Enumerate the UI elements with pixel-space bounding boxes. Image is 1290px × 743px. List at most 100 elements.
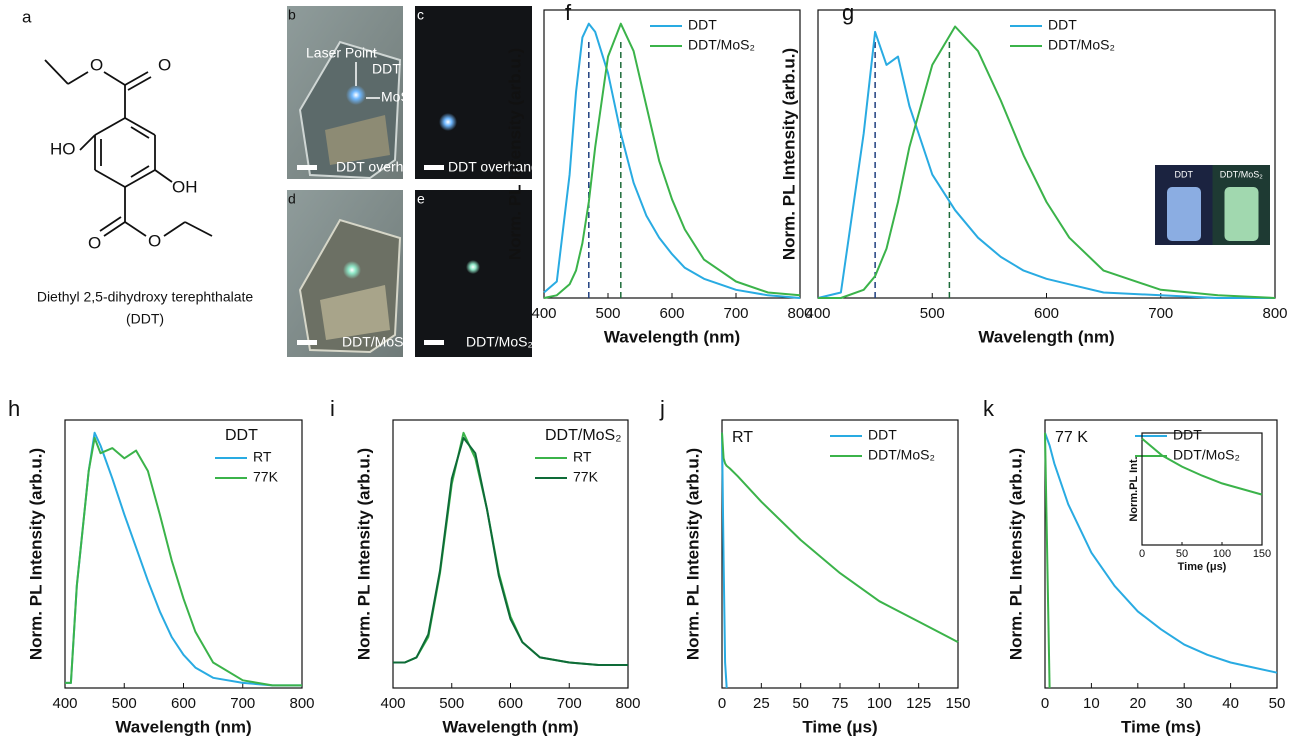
x-tick-label: 150 [1253, 548, 1271, 560]
x-tick-label: 50 [1269, 695, 1286, 712]
data-line [817, 30, 1275, 299]
x-tick-label: 75 [832, 695, 849, 712]
x-tick-label: 700 [557, 695, 582, 712]
atom-label: O [88, 233, 101, 252]
legend-title: DDT/MoS₂ [545, 427, 621, 444]
x-tick-label: 10 [1083, 695, 1100, 712]
x-axis-label: Wavelength (nm) [115, 717, 251, 736]
legend-label: RT [253, 449, 272, 465]
legend-label: 77K [253, 469, 279, 485]
caption: Diethyl 2,5-dihydroxy terephthalate [37, 289, 254, 305]
x-tick-label: 400 [380, 695, 405, 712]
data-line [818, 25, 1276, 299]
x-axis-label: Wavelength (nm) [442, 717, 578, 736]
x-tick-label: 400 [805, 305, 830, 322]
x-tick-label: 700 [723, 305, 748, 322]
x-axis-label: Wavelength (nm) [604, 327, 740, 346]
x-tick-label: 800 [1262, 305, 1287, 322]
x-axis-label: Time (μs) [802, 717, 877, 736]
inset-photo-label: DDT [1175, 169, 1194, 179]
x-tick-label: 700 [230, 695, 255, 712]
photo-label: DDT/MoS₂ [466, 334, 533, 350]
x-tick-label: 100 [1213, 548, 1231, 560]
panel-label: g [842, 0, 854, 25]
data-line [543, 22, 801, 299]
panel-label: k [983, 396, 995, 421]
x-tick-label: 500 [920, 305, 945, 322]
photo-b: b Laser Point DDT MoS₂ DDT overhang [287, 6, 427, 180]
panel-label: f [565, 0, 572, 25]
x-tick-label: 400 [531, 305, 556, 322]
molecule: a O O HO OH O O Diethyl 2,5-dihydroxy te… [22, 7, 253, 326]
inset-photo-label: DDT/MoS₂ [1220, 169, 1264, 179]
legend-label: DDT/MoS₂ [1173, 447, 1240, 463]
inset-line [1141, 437, 1263, 496]
y-axis-label: Norm. PL Intensity (arb.u.) [683, 448, 702, 660]
x-tick-label: 0 [718, 695, 726, 712]
panel-label: i [330, 396, 335, 421]
data-line [543, 22, 801, 299]
legend-label: DDT [1048, 17, 1077, 33]
data-line [1044, 432, 1051, 689]
x-tick-label: 150 [945, 695, 970, 712]
y-axis-label: Norm. PL Intensity (arb.u.) [505, 48, 524, 260]
y-axis-label: Norm. PL Intensity (arb.u.) [354, 448, 373, 660]
plot-frame [1141, 432, 1263, 546]
y-axis-label: Norm. PL Intensity (arb.u.) [779, 48, 798, 260]
x-tick-label: 600 [659, 305, 684, 322]
annotation: 77 K [1055, 429, 1088, 446]
x-tick-label: 50 [1176, 548, 1188, 560]
panel-label: h [8, 396, 20, 421]
plot-frame [392, 419, 629, 689]
photo-e: e DDT/MoS₂ [415, 190, 533, 357]
x-tick-label: 0 [1139, 548, 1145, 560]
legend-title: DDT [225, 427, 258, 444]
y-axis-label: Norm.PL Int. [1128, 456, 1140, 521]
x-tick-label: 0 [1041, 695, 1049, 712]
x-tick-label: 50 [792, 695, 809, 712]
panel-label: d [288, 191, 296, 207]
atom-label: O [90, 55, 103, 74]
data-line [721, 432, 728, 689]
x-tick-label: 400 [52, 695, 77, 712]
x-tick-label: 40 [1222, 695, 1239, 712]
x-tick-label: 800 [615, 695, 640, 712]
x-tick-label: 600 [1034, 305, 1059, 322]
legend-label: DDT/MoS₂ [1048, 37, 1115, 53]
x-tick-label: 600 [171, 695, 196, 712]
x-axis-label: Time (ms) [1121, 717, 1201, 736]
x-tick-label: 25 [753, 695, 770, 712]
panel-label: e [417, 191, 425, 207]
x-tick-label: 100 [867, 695, 892, 712]
y-axis-label: Norm. PL Intensity (arb.u.) [26, 448, 45, 660]
x-tick-label: 30 [1176, 695, 1193, 712]
photo-label: DDT overhang [448, 159, 539, 175]
x-tick-label: 600 [498, 695, 523, 712]
data-line [1044, 432, 1278, 674]
x-tick-label: 800 [289, 695, 314, 712]
data-line [721, 432, 959, 643]
legend-label: DDT/MoS₂ [688, 37, 755, 53]
panel-label: a [22, 7, 32, 26]
panel-label: c [417, 7, 424, 23]
photo-d: d DDT/MoS₂ [287, 190, 409, 357]
legend-label: DDT [1173, 427, 1202, 443]
annotation: RT [732, 429, 753, 446]
photo-label: MoS₂ [381, 89, 415, 105]
x-tick-label: 700 [1148, 305, 1173, 322]
legend-label: RT [573, 449, 592, 465]
photo-c: c DDT overhang [415, 6, 539, 179]
x-tick-label: 500 [112, 695, 137, 712]
plot-frame [817, 9, 1276, 299]
panel-label: b [288, 7, 296, 23]
plot-frame [1044, 419, 1278, 689]
atom-label: O [148, 231, 161, 250]
atom-label: O [158, 55, 171, 74]
photo-label: DDT overhang [336, 159, 427, 175]
photo-label: DDT/MoS₂ [342, 334, 409, 350]
atom-label: HO [50, 139, 76, 158]
caption: (DDT) [126, 311, 164, 327]
x-tick-label: 500 [595, 305, 620, 322]
x-tick-label: 500 [439, 695, 464, 712]
